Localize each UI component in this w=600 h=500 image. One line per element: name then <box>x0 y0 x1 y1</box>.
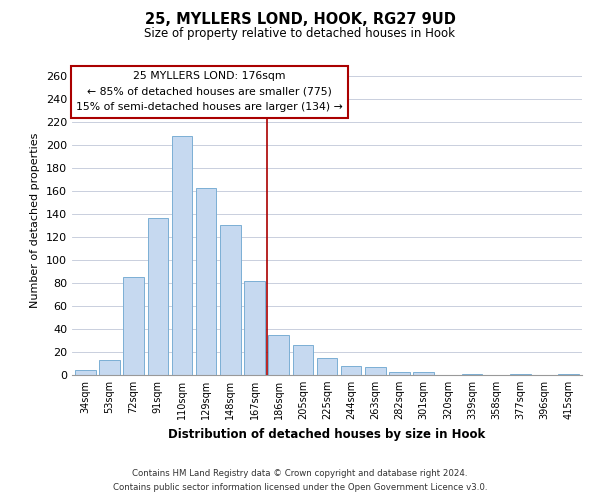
Bar <box>293 345 313 375</box>
Bar <box>99 360 120 375</box>
Bar <box>317 358 337 375</box>
Bar <box>413 372 434 375</box>
Text: 25 MYLLERS LOND: 176sqm
← 85% of detached houses are smaller (775)
15% of semi-d: 25 MYLLERS LOND: 176sqm ← 85% of detache… <box>76 71 343 112</box>
Bar <box>172 136 192 375</box>
Text: Contains HM Land Registry data © Crown copyright and database right 2024.: Contains HM Land Registry data © Crown c… <box>132 468 468 477</box>
Bar <box>341 366 361 375</box>
Text: Size of property relative to detached houses in Hook: Size of property relative to detached ho… <box>145 28 455 40</box>
Bar <box>124 278 144 375</box>
Bar <box>510 374 530 375</box>
Bar <box>365 367 386 375</box>
Bar <box>462 374 482 375</box>
X-axis label: Distribution of detached houses by size in Hook: Distribution of detached houses by size … <box>169 428 485 440</box>
Text: Contains public sector information licensed under the Open Government Licence v3: Contains public sector information licen… <box>113 484 487 492</box>
Bar <box>75 370 95 375</box>
Bar <box>196 188 217 375</box>
Bar <box>559 374 579 375</box>
Bar <box>389 372 410 375</box>
Bar <box>220 224 241 375</box>
Y-axis label: Number of detached properties: Number of detached properties <box>31 132 40 308</box>
Bar <box>268 335 289 375</box>
Bar <box>148 218 168 375</box>
Text: 25, MYLLERS LOND, HOOK, RG27 9UD: 25, MYLLERS LOND, HOOK, RG27 9UD <box>145 12 455 28</box>
Bar <box>244 281 265 375</box>
